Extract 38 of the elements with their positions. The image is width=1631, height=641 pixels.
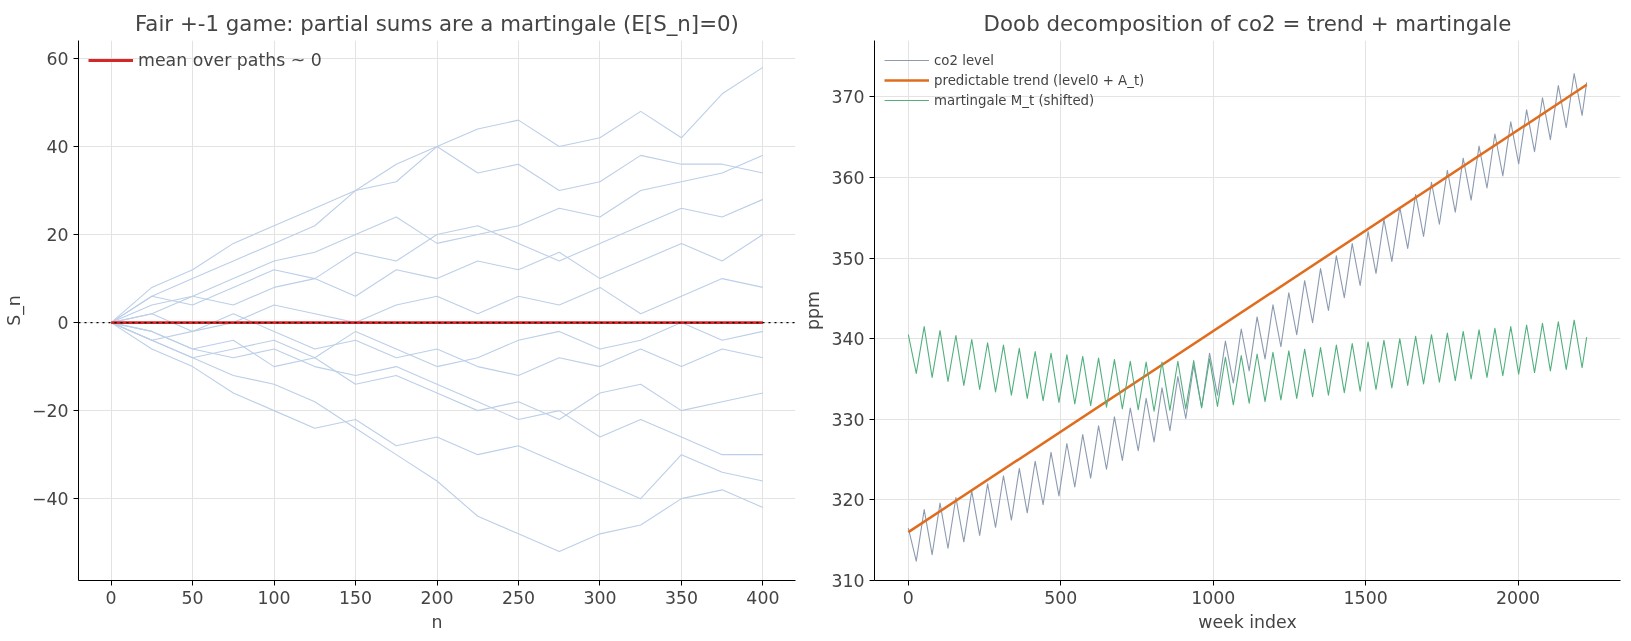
chart-title: Doob decomposition of co2 = trend + martingale bbox=[983, 10, 1512, 36]
y-tick-label: −40 bbox=[31, 489, 69, 510]
y-tick-label: 370 bbox=[831, 87, 865, 108]
x-axis-title: week index bbox=[1198, 611, 1297, 632]
y-tick-label: 340 bbox=[831, 329, 865, 350]
legend-label: predictable trend (level0 + A_t) bbox=[934, 72, 1145, 88]
x-tick-label: 1000 bbox=[1191, 587, 1236, 608]
y-tick-label: 320 bbox=[831, 490, 865, 511]
x-axis-title: n bbox=[431, 611, 443, 632]
y-tick-label: 360 bbox=[831, 168, 865, 189]
x-tick-label: 400 bbox=[746, 587, 780, 608]
legend-label: mean over paths ~ 0 bbox=[138, 50, 322, 70]
y-tick-label: 330 bbox=[831, 409, 865, 430]
x-tick-label: 250 bbox=[501, 587, 536, 608]
y-tick-label: −20 bbox=[31, 401, 69, 422]
x-tick-label: 350 bbox=[664, 587, 698, 608]
x-tick-label: 500 bbox=[1044, 587, 1078, 608]
y-tick-label: 40 bbox=[46, 137, 69, 158]
x-tick-label: 0 bbox=[902, 587, 914, 608]
x-tick-label: 0 bbox=[105, 587, 117, 608]
y-tick-label: 350 bbox=[831, 248, 865, 269]
y-axis-title: ppm bbox=[803, 291, 824, 330]
legend-label: co2 level bbox=[934, 52, 994, 68]
chart-title: Fair +-1 game: partial sums are a martingale (E[S_n]=0) bbox=[135, 10, 739, 36]
x-tick-label: 2000 bbox=[1496, 587, 1541, 608]
x-tick-label: 100 bbox=[257, 587, 291, 608]
y-tick-label: 310 bbox=[831, 571, 865, 591]
y-axis-title: S_n bbox=[3, 295, 25, 326]
x-tick-label: 300 bbox=[583, 587, 617, 608]
x-tick-label: 1500 bbox=[1343, 587, 1388, 608]
y-tick-label: 60 bbox=[46, 49, 69, 70]
x-tick-label: 50 bbox=[181, 587, 204, 608]
y-tick-label: 0 bbox=[57, 313, 69, 334]
line-series bbox=[907, 319, 1588, 412]
legend-label: martingale M_t (shifted) bbox=[934, 92, 1095, 108]
x-tick-label: 200 bbox=[420, 587, 454, 608]
y-tick-label: 20 bbox=[46, 225, 69, 246]
x-tick-label: 150 bbox=[338, 587, 373, 608]
